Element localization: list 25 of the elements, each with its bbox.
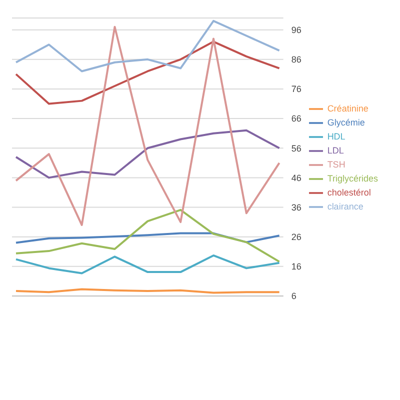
legend-label: TSH [327, 159, 346, 170]
y-tick-label: 26 [291, 232, 302, 242]
y-tick-label: 6 [291, 291, 296, 302]
y-tick-label: 46 [291, 172, 302, 183]
y-tick-label: 86 [291, 54, 302, 65]
line-series [15, 40, 280, 105]
legend-label: cholestérol [327, 187, 371, 198]
legend-label: Glycémie [327, 117, 365, 128]
y-tick-label: 56 [291, 143, 302, 154]
legend-label: Triglycérides [327, 173, 378, 184]
y-tick-label: 96 [291, 25, 302, 36]
line-series [15, 232, 280, 244]
y-tick-label: 76 [291, 84, 302, 94]
line-series [15, 20, 280, 72]
legend-label: LDL [327, 145, 344, 156]
line-series [15, 26, 280, 226]
legend-label: HDL [327, 131, 346, 142]
legend-label: clairance [327, 201, 364, 212]
legend-label: Créatinine [327, 103, 368, 114]
line-series [15, 129, 280, 179]
y-tick-label: 36 [291, 202, 302, 212]
line-series [15, 208, 280, 263]
y-tick-label: 66 [291, 114, 302, 124]
y-tick-label: 16 [291, 262, 302, 272]
line-series [15, 254, 280, 274]
